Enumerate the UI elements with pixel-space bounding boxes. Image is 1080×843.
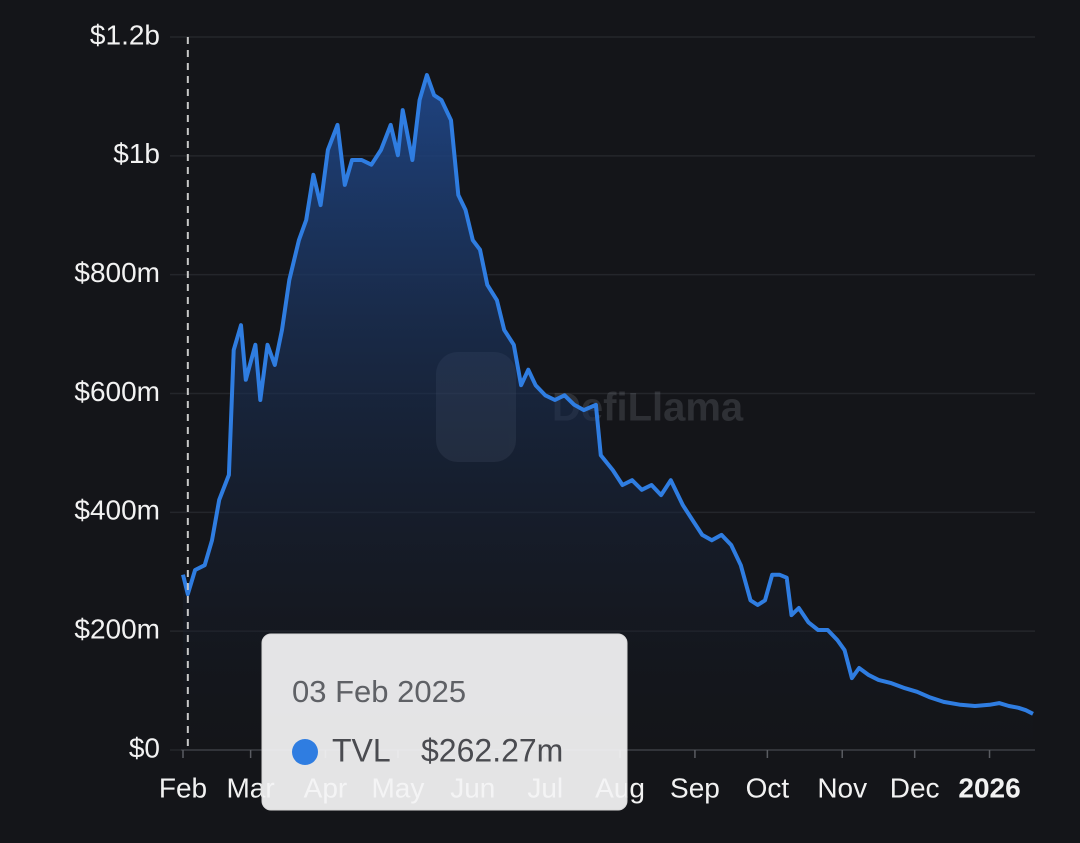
x-tick-label: 2026 xyxy=(958,772,1020,803)
area-fill xyxy=(183,75,1033,750)
x-tick-label: Nov xyxy=(817,772,867,803)
y-tick-label: $400m xyxy=(74,495,160,526)
tooltip-marker xyxy=(292,739,318,765)
x-tick-label: Sep xyxy=(670,772,720,803)
y-tick-label: $800m xyxy=(74,257,160,288)
x-tick-label: Dec xyxy=(890,772,940,803)
y-tick-label: $0 xyxy=(129,732,160,763)
y-tick-label: $1.2b xyxy=(90,19,160,50)
tooltip-box xyxy=(261,633,628,811)
tooltip-date: 03 Feb 2025 xyxy=(292,674,466,709)
tooltip-series: TVL xyxy=(332,732,391,768)
tooltip: 03 Feb 2025 TVL $262.27m xyxy=(261,633,628,811)
x-tick-label: Feb xyxy=(159,772,207,803)
y-tick-label: $200m xyxy=(74,614,160,645)
x-tick-label: Oct xyxy=(746,772,790,803)
tooltip-value: $262.27m xyxy=(421,732,563,768)
plot xyxy=(181,37,1034,750)
line xyxy=(181,73,1034,716)
y-tick-label: $1b xyxy=(113,138,160,169)
y-tick-label: $600m xyxy=(74,376,160,407)
